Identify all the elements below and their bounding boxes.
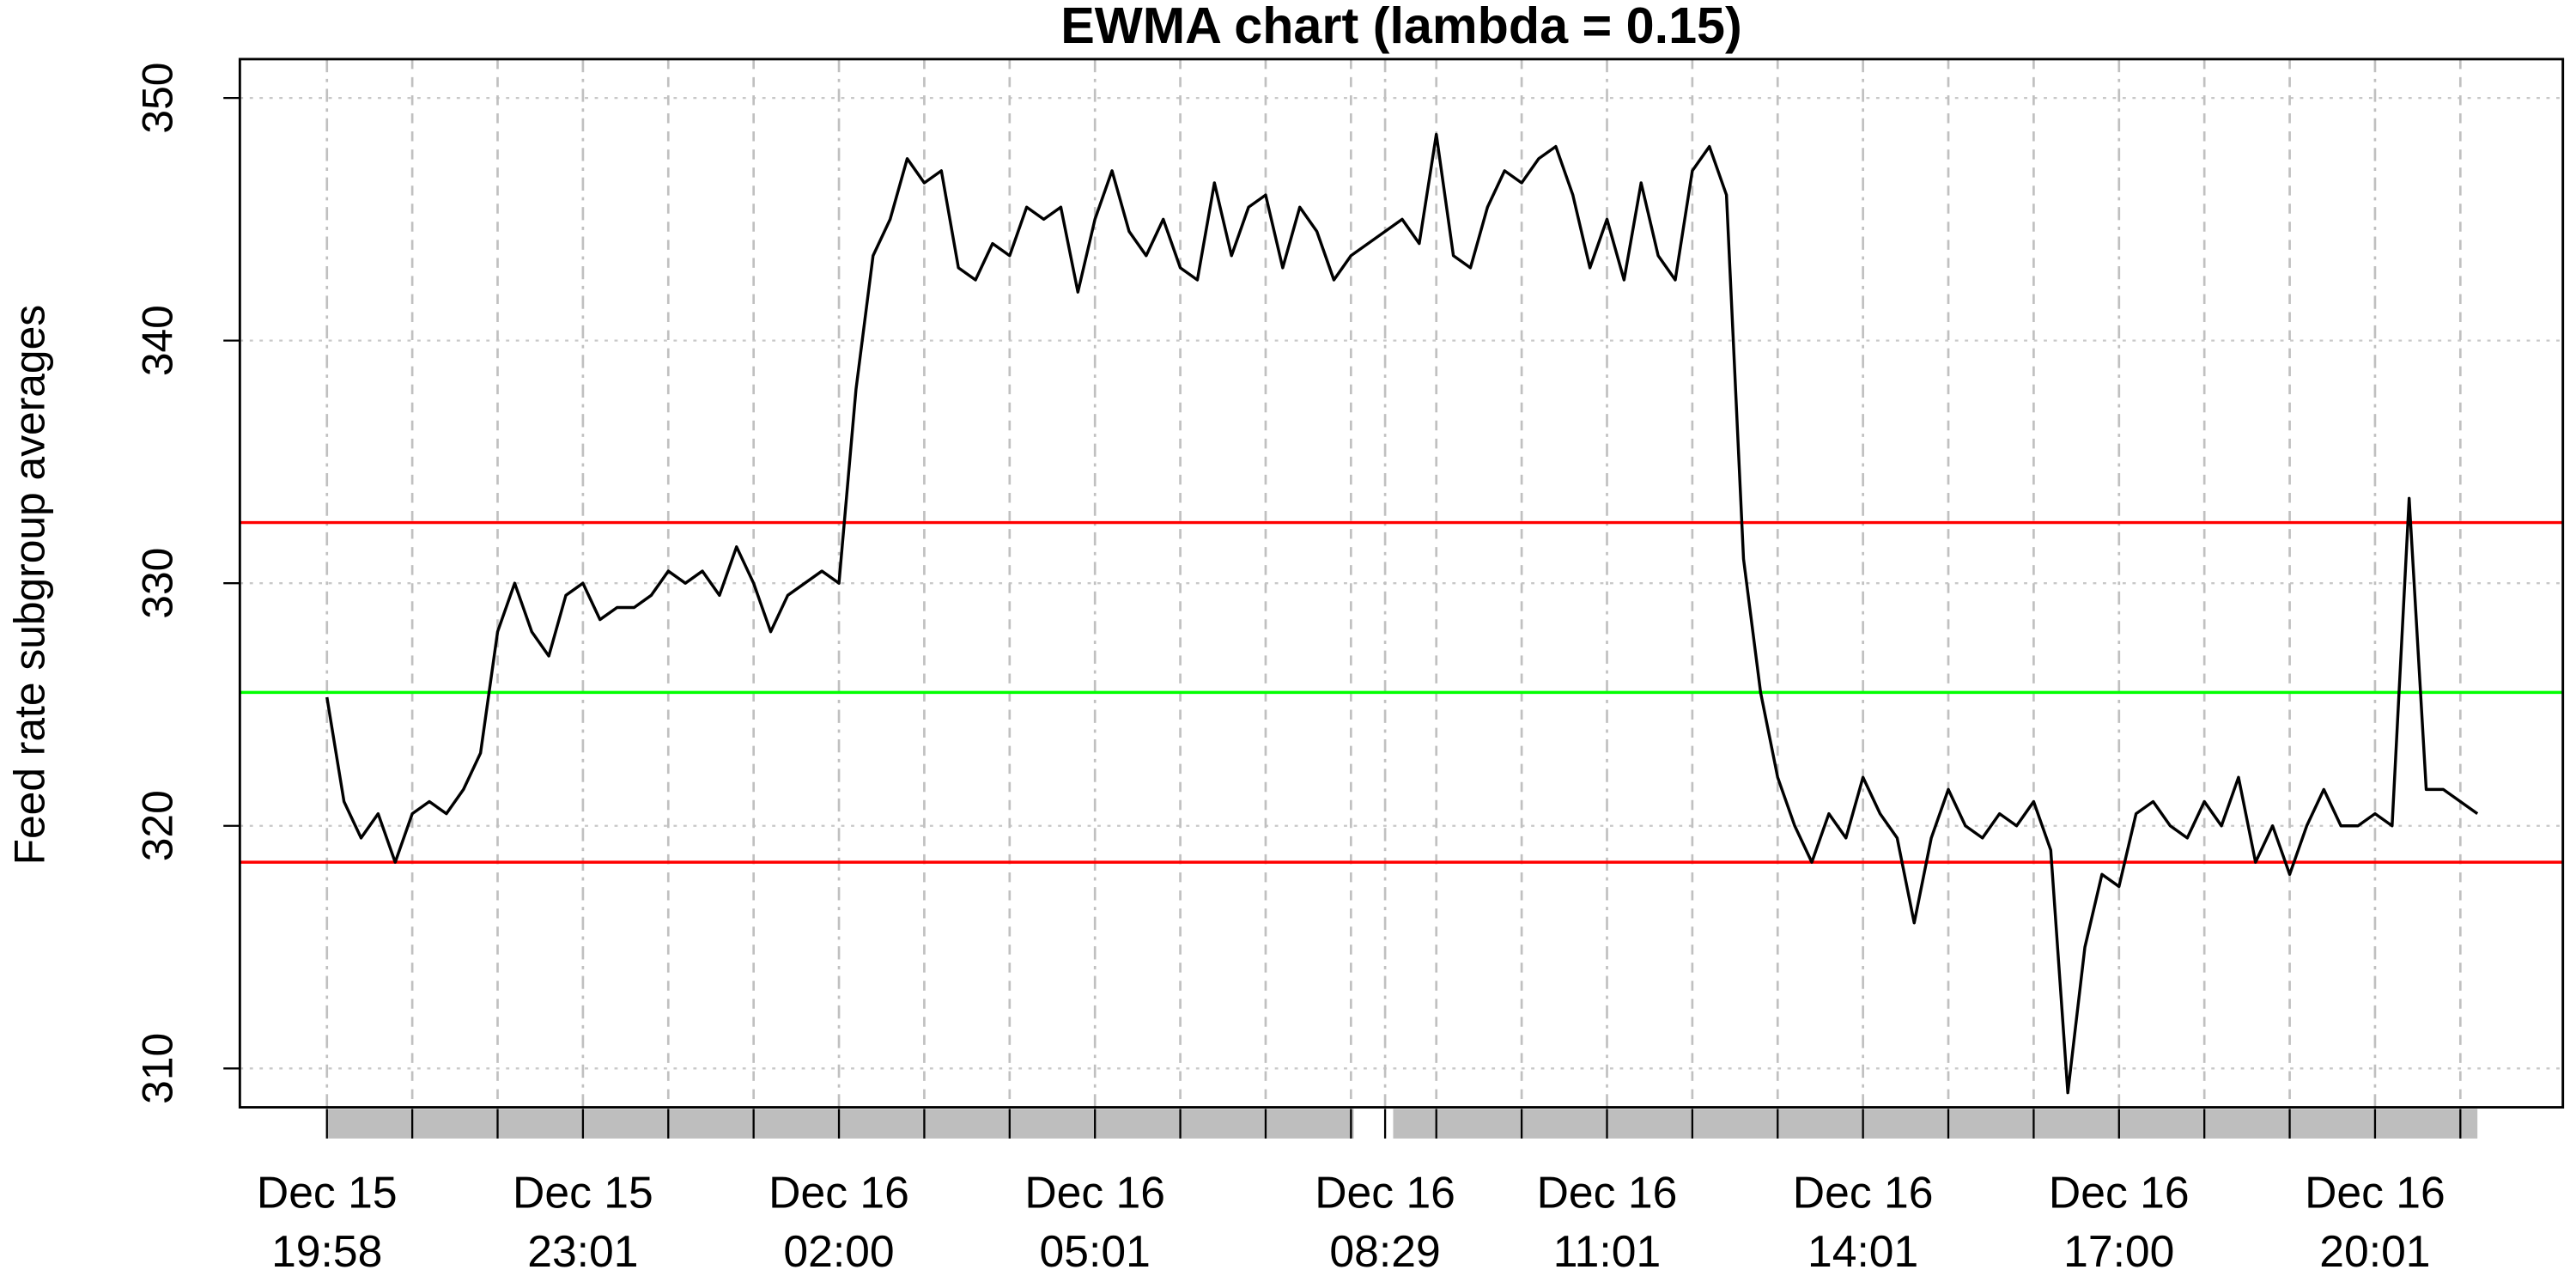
- time-strip: [325, 1109, 2478, 1139]
- x-tick-label: Dec 16 02:00: [769, 1168, 909, 1277]
- x-tick-label: Dec 16 08:29: [1315, 1168, 1455, 1277]
- y-tick-label: 310: [134, 1033, 182, 1104]
- y-tick-label: 350: [134, 63, 182, 134]
- x-tick-label-box: Dec 15 19:58: [256, 1168, 398, 1277]
- x-tick-label-box: Dec 16 02:00: [769, 1168, 909, 1277]
- axes: 310 320 330 340 350 Dec 15 19:58 Dec 15 23:01 D…: [134, 63, 2445, 1277]
- x-tick-label-box: Dec 16 11:01: [1536, 1168, 1678, 1277]
- x-tick-label: Dec 16 14:01: [1792, 1168, 1934, 1277]
- strip-bar: [1393, 1109, 2478, 1139]
- x-tick-label-box: Dec 15 23:01: [513, 1168, 653, 1277]
- x-tick-label-box: Dec 16 08:29: [1315, 1168, 1455, 1277]
- chart-title: EWMA chart (lambda = 0.15): [1060, 0, 1742, 54]
- y-tick-label: 340: [134, 305, 182, 376]
- x-tick-label-box: Dec 16 14:01: [1792, 1168, 1934, 1277]
- x-tick-label: Dec 15 19:58: [256, 1168, 398, 1277]
- y-tick-label: 330: [134, 548, 182, 619]
- strip-bar: [326, 1109, 1354, 1139]
- x-tick-label: Dec 16 20:01: [2305, 1168, 2445, 1277]
- x-tick-label: Dec 16 05:01: [1024, 1168, 1166, 1277]
- ewma-line: [325, 132, 2479, 1095]
- x-tick-label: Dec 15 23:01: [513, 1168, 653, 1277]
- y-axis-label: Feed rate subgroup averages: [5, 305, 53, 866]
- grid: [240, 58, 2563, 1108]
- plot-area: [240, 132, 2563, 1095]
- x-tick-label: Dec 16 11:01: [1536, 1168, 1678, 1277]
- x-tick-label-box: Dec 16 05:01: [1024, 1168, 1166, 1277]
- x-tick-label: Dec 16 17:00: [2048, 1168, 2190, 1277]
- y-tick-label: 320: [134, 790, 182, 861]
- x-tick-label-box: Dec 16 20:01: [2305, 1168, 2445, 1277]
- x-tick-label-box: Dec 16 17:00: [2048, 1168, 2190, 1277]
